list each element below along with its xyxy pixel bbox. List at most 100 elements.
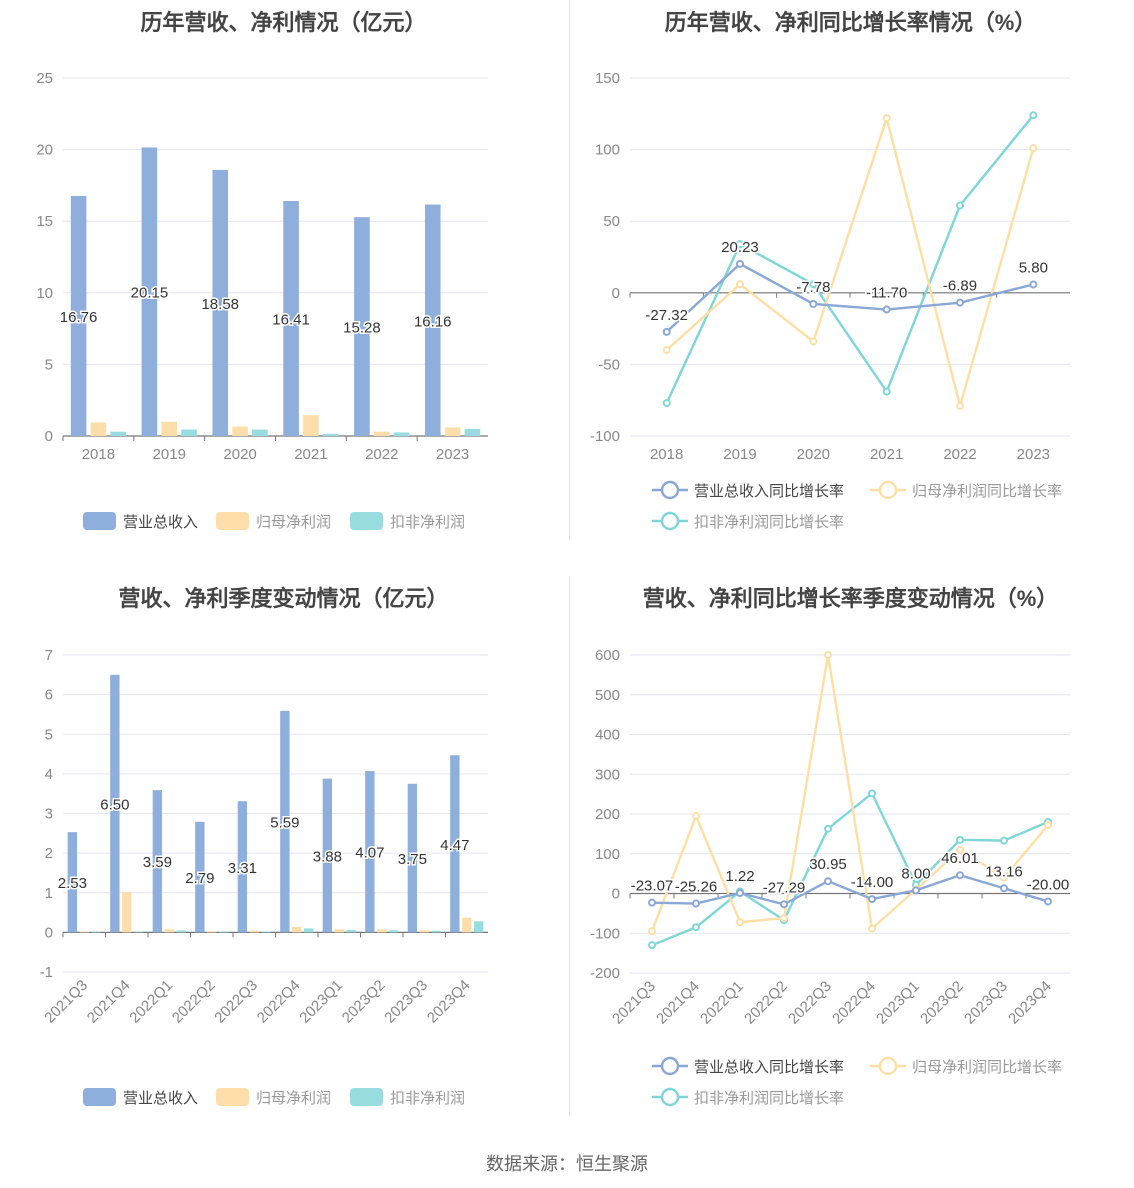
point-2023q3-s0	[1000, 884, 1008, 893]
data-label: -14.00	[851, 874, 894, 891]
data-label: 4.07	[355, 845, 384, 862]
series-line-s0	[651, 873, 1049, 906]
data-label: 15.28	[343, 320, 381, 337]
data-label: 3.31	[228, 860, 257, 877]
point-2019-s2	[736, 240, 744, 249]
legend-swatch-s1	[216, 1088, 249, 1106]
point-2023q3-s1	[1000, 873, 1008, 882]
bar-2021-s2	[322, 433, 339, 436]
bar-2021q4-s0	[110, 674, 120, 933]
x-tick-label: 2022	[365, 446, 398, 463]
point-2019-s0	[736, 259, 744, 268]
legend-label: 营业总收入	[123, 514, 198, 531]
x-tick-label: 2023Q4	[424, 977, 474, 1027]
bar-2023q2-s1	[377, 929, 387, 933]
legend-swatch-s1	[216, 512, 249, 530]
legend-swatch-s0	[83, 512, 116, 530]
legend-label: 归母净利润同比增长率	[912, 1059, 1062, 1076]
series-line-s2	[651, 791, 1049, 947]
point-2023q1-s0	[912, 886, 920, 895]
x-tick-label: 2023	[1017, 446, 1050, 463]
point-2021-s2	[882, 387, 891, 396]
quarterly-growth-line-chart: -200-10001002003004005006002021Q32021Q42…	[590, 647, 1071, 1107]
point-2021q3-s2	[648, 941, 656, 950]
series-line-s1	[665, 113, 1035, 411]
legend-swatch-s0	[83, 1088, 116, 1106]
y-tick-label: 200	[595, 806, 620, 823]
point-2021q4-s1	[692, 811, 700, 820]
bar-2022q3-s2	[261, 931, 271, 933]
y-tick-label: 2	[45, 845, 53, 862]
y-tick-label: -100	[590, 428, 620, 445]
bar-2021-s0	[283, 201, 299, 436]
data-label: 1.22	[725, 868, 754, 885]
y-tick-label: 0	[45, 428, 53, 445]
bar-2022q2-s2	[218, 931, 229, 933]
bar-2023q3-s0	[407, 783, 418, 933]
x-tick-label: 2023Q1	[296, 977, 346, 1027]
x-tick-label: 2022Q4	[829, 978, 879, 1028]
chart-title: 历年营收、净利情况（亿元）	[140, 10, 427, 35]
x-tick-label: 2023Q1	[873, 978, 923, 1028]
y-tick-label: 10	[36, 285, 53, 302]
y-tick-label: -100	[590, 925, 620, 942]
x-tick-label: 2022Q1	[126, 977, 176, 1027]
data-label: 2.53	[58, 875, 87, 892]
y-tick-label: 4	[45, 766, 53, 783]
data-label: 3.59	[143, 854, 172, 871]
legend-label: 营业总收入	[123, 1090, 198, 1107]
y-tick-label: 15	[36, 213, 53, 230]
data-label: 16.76	[60, 309, 98, 326]
bar-2020-s0	[212, 169, 229, 437]
data-label: 30.95	[809, 856, 847, 873]
data-label: 16.16	[414, 313, 452, 330]
bar-2019-s0	[141, 147, 158, 436]
legend-swatch-marker-s1	[878, 1056, 898, 1076]
y-tick-label: 600	[595, 647, 620, 664]
point-2022q1-s0	[736, 889, 744, 898]
bar-2022q4-s2	[303, 928, 314, 933]
bar-2023q4-s0	[450, 755, 460, 933]
point-2022q1-s1	[736, 918, 744, 927]
legend-label: 扣非净利润同比增长率	[694, 514, 844, 531]
y-tick-label: 0	[612, 285, 620, 302]
point-2022q4-s1	[868, 924, 876, 933]
y-tick-label: 1	[45, 885, 53, 902]
x-tick-label: 2021Q3	[609, 978, 659, 1028]
y-tick-label: 400	[595, 727, 620, 744]
point-2018-s0	[662, 327, 671, 336]
legend-swatch-marker-s0	[660, 480, 680, 500]
legend-swatch-s2	[350, 512, 383, 530]
y-tick-label: 25	[36, 70, 53, 87]
data-label: -6.89	[943, 278, 977, 295]
x-tick-label: 2022Q2	[741, 978, 791, 1028]
bar-2023-s1	[444, 427, 461, 436]
series-line-s0	[665, 262, 1034, 333]
point-2022q4-s0	[868, 895, 876, 904]
data-label: 20.15	[131, 285, 169, 302]
bar-2023q3-s2	[431, 930, 441, 933]
y-tick-label: 150	[595, 70, 620, 87]
point-2023q2-s1	[956, 845, 964, 854]
x-tick-label: 2022Q2	[169, 977, 219, 1027]
y-tick-label: 3	[45, 806, 53, 823]
bar-2022q4-s0	[280, 710, 290, 933]
legend-label: 营业总收入同比增长率	[694, 483, 844, 500]
legend-swatch-marker-s2	[660, 511, 680, 531]
y-tick-label: 20	[36, 142, 53, 159]
x-tick-label: 2022Q4	[254, 977, 304, 1027]
point-2022q3-s2	[824, 824, 832, 833]
x-tick-label: 2023Q3	[381, 977, 431, 1027]
y-tick-label: 50	[603, 213, 620, 230]
y-tick-label: 5	[45, 726, 53, 743]
bar-2018-s0	[70, 195, 87, 436]
data-label: 5.59	[270, 815, 299, 832]
bar-2023q1-s2	[346, 929, 356, 933]
y-tick-label: 100	[595, 846, 620, 863]
point-2023q4-s0	[1044, 897, 1052, 906]
x-tick-label: 2023Q3	[961, 978, 1011, 1028]
point-2022q2-s1	[780, 914, 788, 923]
quarterly-revenue-profit-panel: 营收、净利季度变动情况（亿元） -1 0 1 2 3 4 5 6 7 2021Q3 2021Q4 20…	[0, 576, 567, 1136]
bar-2023q4-s2	[473, 921, 484, 933]
bar-2023q3-s1	[419, 930, 429, 933]
